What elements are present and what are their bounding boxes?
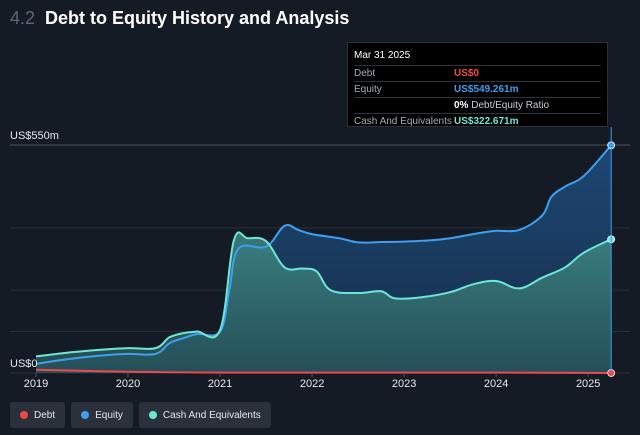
legend-cash-label: Cash And Equivalents [162,409,261,421]
debt-dot-icon [20,411,28,419]
section-number: 4.2 [10,8,36,28]
legend-item-cash[interactable]: Cash And Equivalents [138,402,271,428]
legend-item-debt[interactable]: Debt [10,402,66,428]
tooltip-cash-label: Cash And Equivalents [354,116,452,127]
x-axis: 2019 2020 2021 2022 2023 2024 2025 [24,373,600,390]
header: 4.2 Debt to Equity History and Analysis [10,8,349,29]
tooltip-row-cash: Cash And Equivalents US$322.671m [354,113,601,129]
x-tick-label: 2022 [300,378,324,390]
legend-debt-label: Debt [34,409,56,421]
chart-markers [607,127,616,377]
x-tick-label: 2024 [484,378,508,390]
cash-area [36,232,612,373]
tooltip-ratio-value: 0% [454,100,469,111]
page-title: Debt to Equity History and Analysis [45,8,350,28]
tooltip-equity-value: US$549.261m [454,84,519,95]
debt-series-line[interactable] [35,368,612,374]
cash-series-line[interactable] [35,231,612,358]
x-tick-label: 2020 [116,378,140,390]
legend-item-equity[interactable]: Equity [71,402,133,428]
y-axis-label-max: US$550m [10,130,59,142]
tooltip-debt-value: US$0 [454,68,480,79]
chart-tooltip: Mar 31 2025 Debt US$0 Equity US$549.261m… [347,42,608,127]
chart-lines [35,144,612,374]
y-axis-label-zero: US$0 [10,358,38,370]
tooltip-ratio: 0% Debt/Equity Ratio [454,98,549,113]
cash-dot-icon [148,411,157,419]
x-tick-label: 2019 [24,378,48,390]
tooltip-row-debt: Debt US$0 [354,65,601,81]
equity-series-line[interactable] [35,144,612,365]
tooltip-row-ratio: 0% Debt/Equity Ratio [354,97,601,113]
tooltip-date: Mar 31 2025 [354,50,411,61]
tooltip-row-equity: Equity US$549.261m [354,81,601,97]
y-axis: US$550m US$0 [10,130,59,370]
tooltip-equity-label: Equity [354,84,382,95]
debt-equity-chart[interactable]: 2019 2020 2021 2022 2023 2024 2025 US$550m US$0 [0,0,640,400]
x-tick-label: 2025 [576,378,600,390]
chart-legend: Debt Equity Cash And Equivalents [10,402,271,428]
x-tick-label: 2021 [208,378,232,390]
legend-equity-label: Equity [95,409,123,421]
chart-areas [36,145,612,373]
tooltip-debt-label: Debt [354,68,376,79]
tooltip-ratio-text: Debt/Equity Ratio [471,100,550,111]
equity-dot-icon [81,411,90,419]
tooltip-cash-value: US$322.671m [454,116,519,127]
x-tick-label: 2023 [392,378,416,390]
